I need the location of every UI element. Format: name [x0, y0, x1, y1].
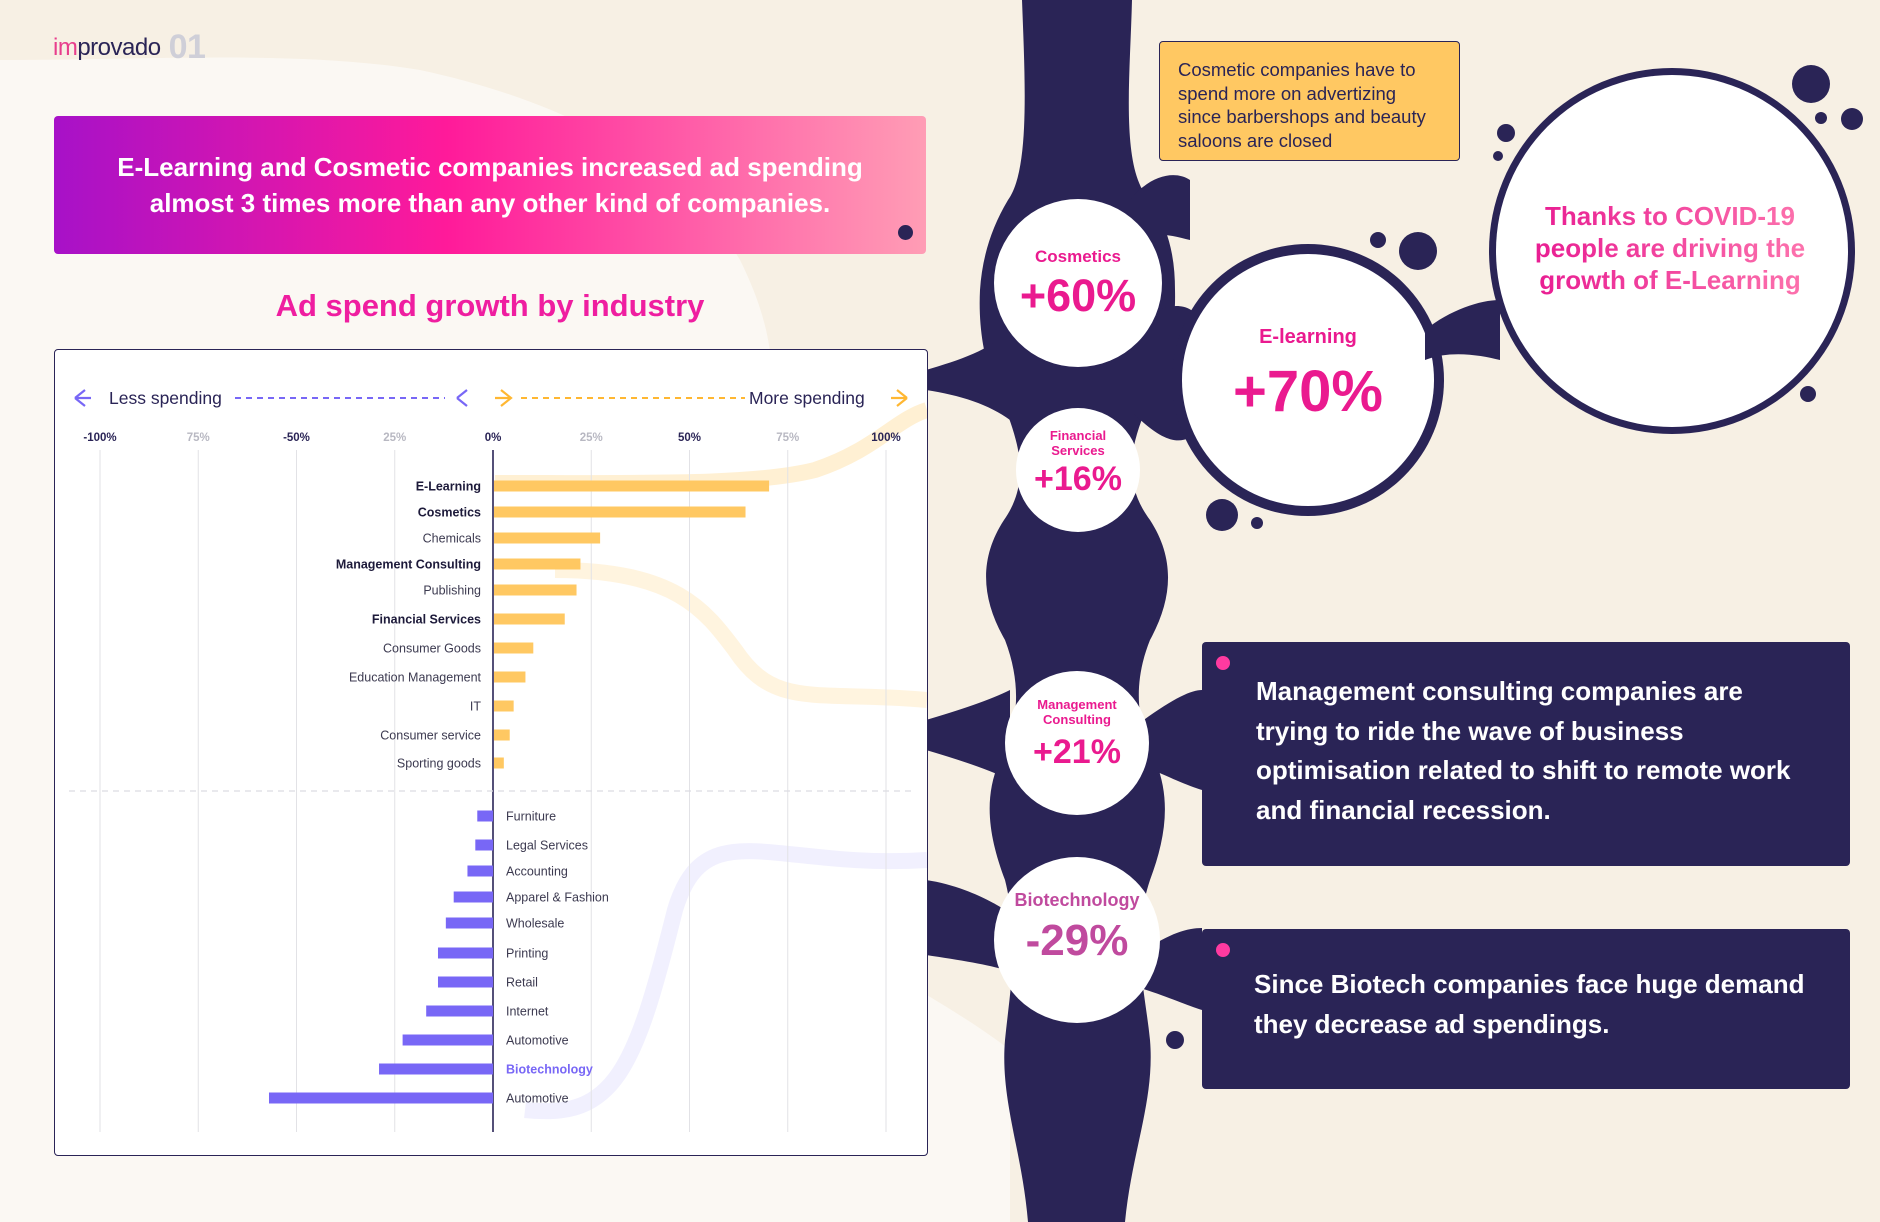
- bar: [453, 891, 493, 903]
- x-tick-label: 50%: [678, 432, 701, 444]
- stat-financial-label-1: Financial: [1049, 428, 1107, 443]
- bar: [494, 671, 526, 683]
- category-label: Publishing: [423, 584, 481, 598]
- x-tick-label: 0%: [485, 432, 502, 444]
- bar: [494, 532, 601, 544]
- stat-elearning-label: E-learning: [1259, 326, 1357, 348]
- chart-card: -100% 75% -50% 25% 0% 25% 50% 75% 100% E-Learnin…: [54, 349, 928, 1156]
- consulting-panel: Management consulting companies are tryi…: [1202, 642, 1850, 866]
- bar: [494, 584, 577, 596]
- stat-consulting-value: +21%: [1033, 733, 1121, 771]
- category-label: Legal Services: [506, 839, 588, 853]
- bar: [437, 947, 493, 959]
- bar: [445, 917, 493, 929]
- brand-logo: improvado 01: [53, 28, 206, 66]
- stat-consulting-label-1: Management: [1037, 697, 1117, 712]
- category-label: Internet: [506, 1005, 549, 1019]
- category-label: E-Learning: [416, 480, 481, 494]
- stat-cosmetics: Cosmetics +60%: [998, 247, 1158, 318]
- right-arrow-icon: [891, 389, 908, 407]
- category-label: IT: [470, 700, 481, 714]
- cosmetics-note: Cosmetic companies have to spend more on…: [1159, 41, 1460, 161]
- left-arrow-icon: [74, 389, 91, 407]
- less-spending-label: Less spending: [109, 388, 222, 408]
- category-label: Cosmetics: [418, 506, 481, 520]
- category-label: Chemicals: [423, 532, 481, 546]
- covid-note: Thanks to COVID-19 people are driving th…: [1500, 200, 1840, 296]
- stat-financial: Financial Services +16%: [1008, 428, 1148, 496]
- banner-dot: [898, 225, 913, 240]
- bar: [494, 642, 534, 654]
- bar: [379, 1063, 493, 1075]
- stat-biotech-value: -29%: [1025, 916, 1129, 965]
- chart-grid: [69, 450, 915, 1132]
- stat-biotech: Biotechnology -29%: [997, 890, 1157, 963]
- category-label: Consumer Goods: [383, 642, 481, 656]
- stat-cosmetics-value: +60%: [1019, 270, 1137, 321]
- x-tick-label: 25%: [383, 432, 406, 444]
- category-label: Management Consulting: [336, 558, 481, 572]
- x-tick-label: 75%: [776, 432, 799, 444]
- x-tick-label: -100%: [83, 432, 116, 444]
- stat-financial-label-2: Services: [1051, 443, 1105, 458]
- bar: [494, 757, 504, 769]
- chart-title: Ad spend growth by industry: [275, 288, 705, 323]
- bar: [437, 976, 493, 988]
- category-label: Automotive: [506, 1092, 569, 1106]
- x-tick-label: -50%: [283, 432, 310, 444]
- right-chevron-icon: [495, 389, 513, 407]
- bar: [494, 506, 746, 518]
- bar: [268, 1092, 493, 1104]
- category-labels: E-Learning Cosmetics Chemicals Management C…: [336, 480, 609, 1106]
- biotech-panel: Since Biotech companies face huge demand…: [1202, 929, 1850, 1089]
- more-spending-label: More spending: [749, 388, 865, 408]
- stat-consulting: Management Consulting +21%: [1007, 697, 1147, 769]
- bar-chart: -100% 75% -50% 25% 0% 25% 50% 75% 100% E-Learnin…: [69, 388, 927, 1132]
- stat-consulting-label-2: Consulting: [1043, 712, 1111, 727]
- bar: [494, 480, 770, 492]
- category-label: Education Management: [349, 671, 482, 685]
- stat-financial-value: +16%: [1034, 460, 1122, 498]
- bar: [494, 558, 581, 570]
- chart-bars: [268, 480, 770, 1104]
- category-label: Automotive: [506, 1034, 569, 1048]
- consulting-panel-text: Management consulting companies are tryi…: [1256, 676, 1791, 825]
- left-chevron-icon: [456, 389, 468, 407]
- category-label: Sporting goods: [397, 757, 481, 771]
- page-number: 01: [168, 28, 206, 66]
- x-tick-label: 75%: [187, 432, 210, 444]
- category-label: Financial Services: [372, 613, 481, 627]
- category-label: Wholesale: [506, 917, 564, 931]
- headline-text: E-Learning and Cosmetic companies increa…: [117, 152, 863, 218]
- stat-biotech-label: Biotechnology: [1014, 890, 1140, 910]
- bar: [426, 1005, 493, 1017]
- category-label: Accounting: [506, 865, 568, 879]
- stat-cosmetics-label: Cosmetics: [1035, 247, 1121, 266]
- bar: [477, 810, 493, 822]
- x-tick-label: 25%: [580, 432, 603, 444]
- category-label: Apparel & Fashion: [506, 891, 609, 905]
- category-label: Printing: [506, 947, 548, 961]
- x-axis-ticks: -100% 75% -50% 25% 0% 25% 50% 75% 100%: [83, 432, 900, 444]
- stat-elearning: E-learning +70%: [1188, 326, 1428, 421]
- category-label: Consumer service: [380, 729, 481, 743]
- stat-elearning-value: +70%: [1233, 359, 1383, 424]
- headline-banner: E-Learning and Cosmetic companies increa…: [54, 116, 926, 254]
- bar: [494, 700, 514, 712]
- bar: [494, 613, 565, 625]
- category-label: Retail: [506, 976, 538, 990]
- bar: [494, 729, 510, 741]
- biotech-panel-dot: [1216, 943, 1230, 957]
- biotech-panel-text: Since Biotech companies face huge demand…: [1254, 969, 1805, 1039]
- x-tick-label: 100%: [871, 432, 900, 444]
- category-label: Biotechnology: [506, 1063, 593, 1077]
- bar: [475, 839, 493, 851]
- direction-legend: Less spending More spending: [74, 388, 908, 408]
- bar: [402, 1034, 493, 1046]
- category-label: Furniture: [506, 810, 556, 824]
- consulting-panel-dot: [1216, 656, 1230, 670]
- bar: [467, 865, 493, 877]
